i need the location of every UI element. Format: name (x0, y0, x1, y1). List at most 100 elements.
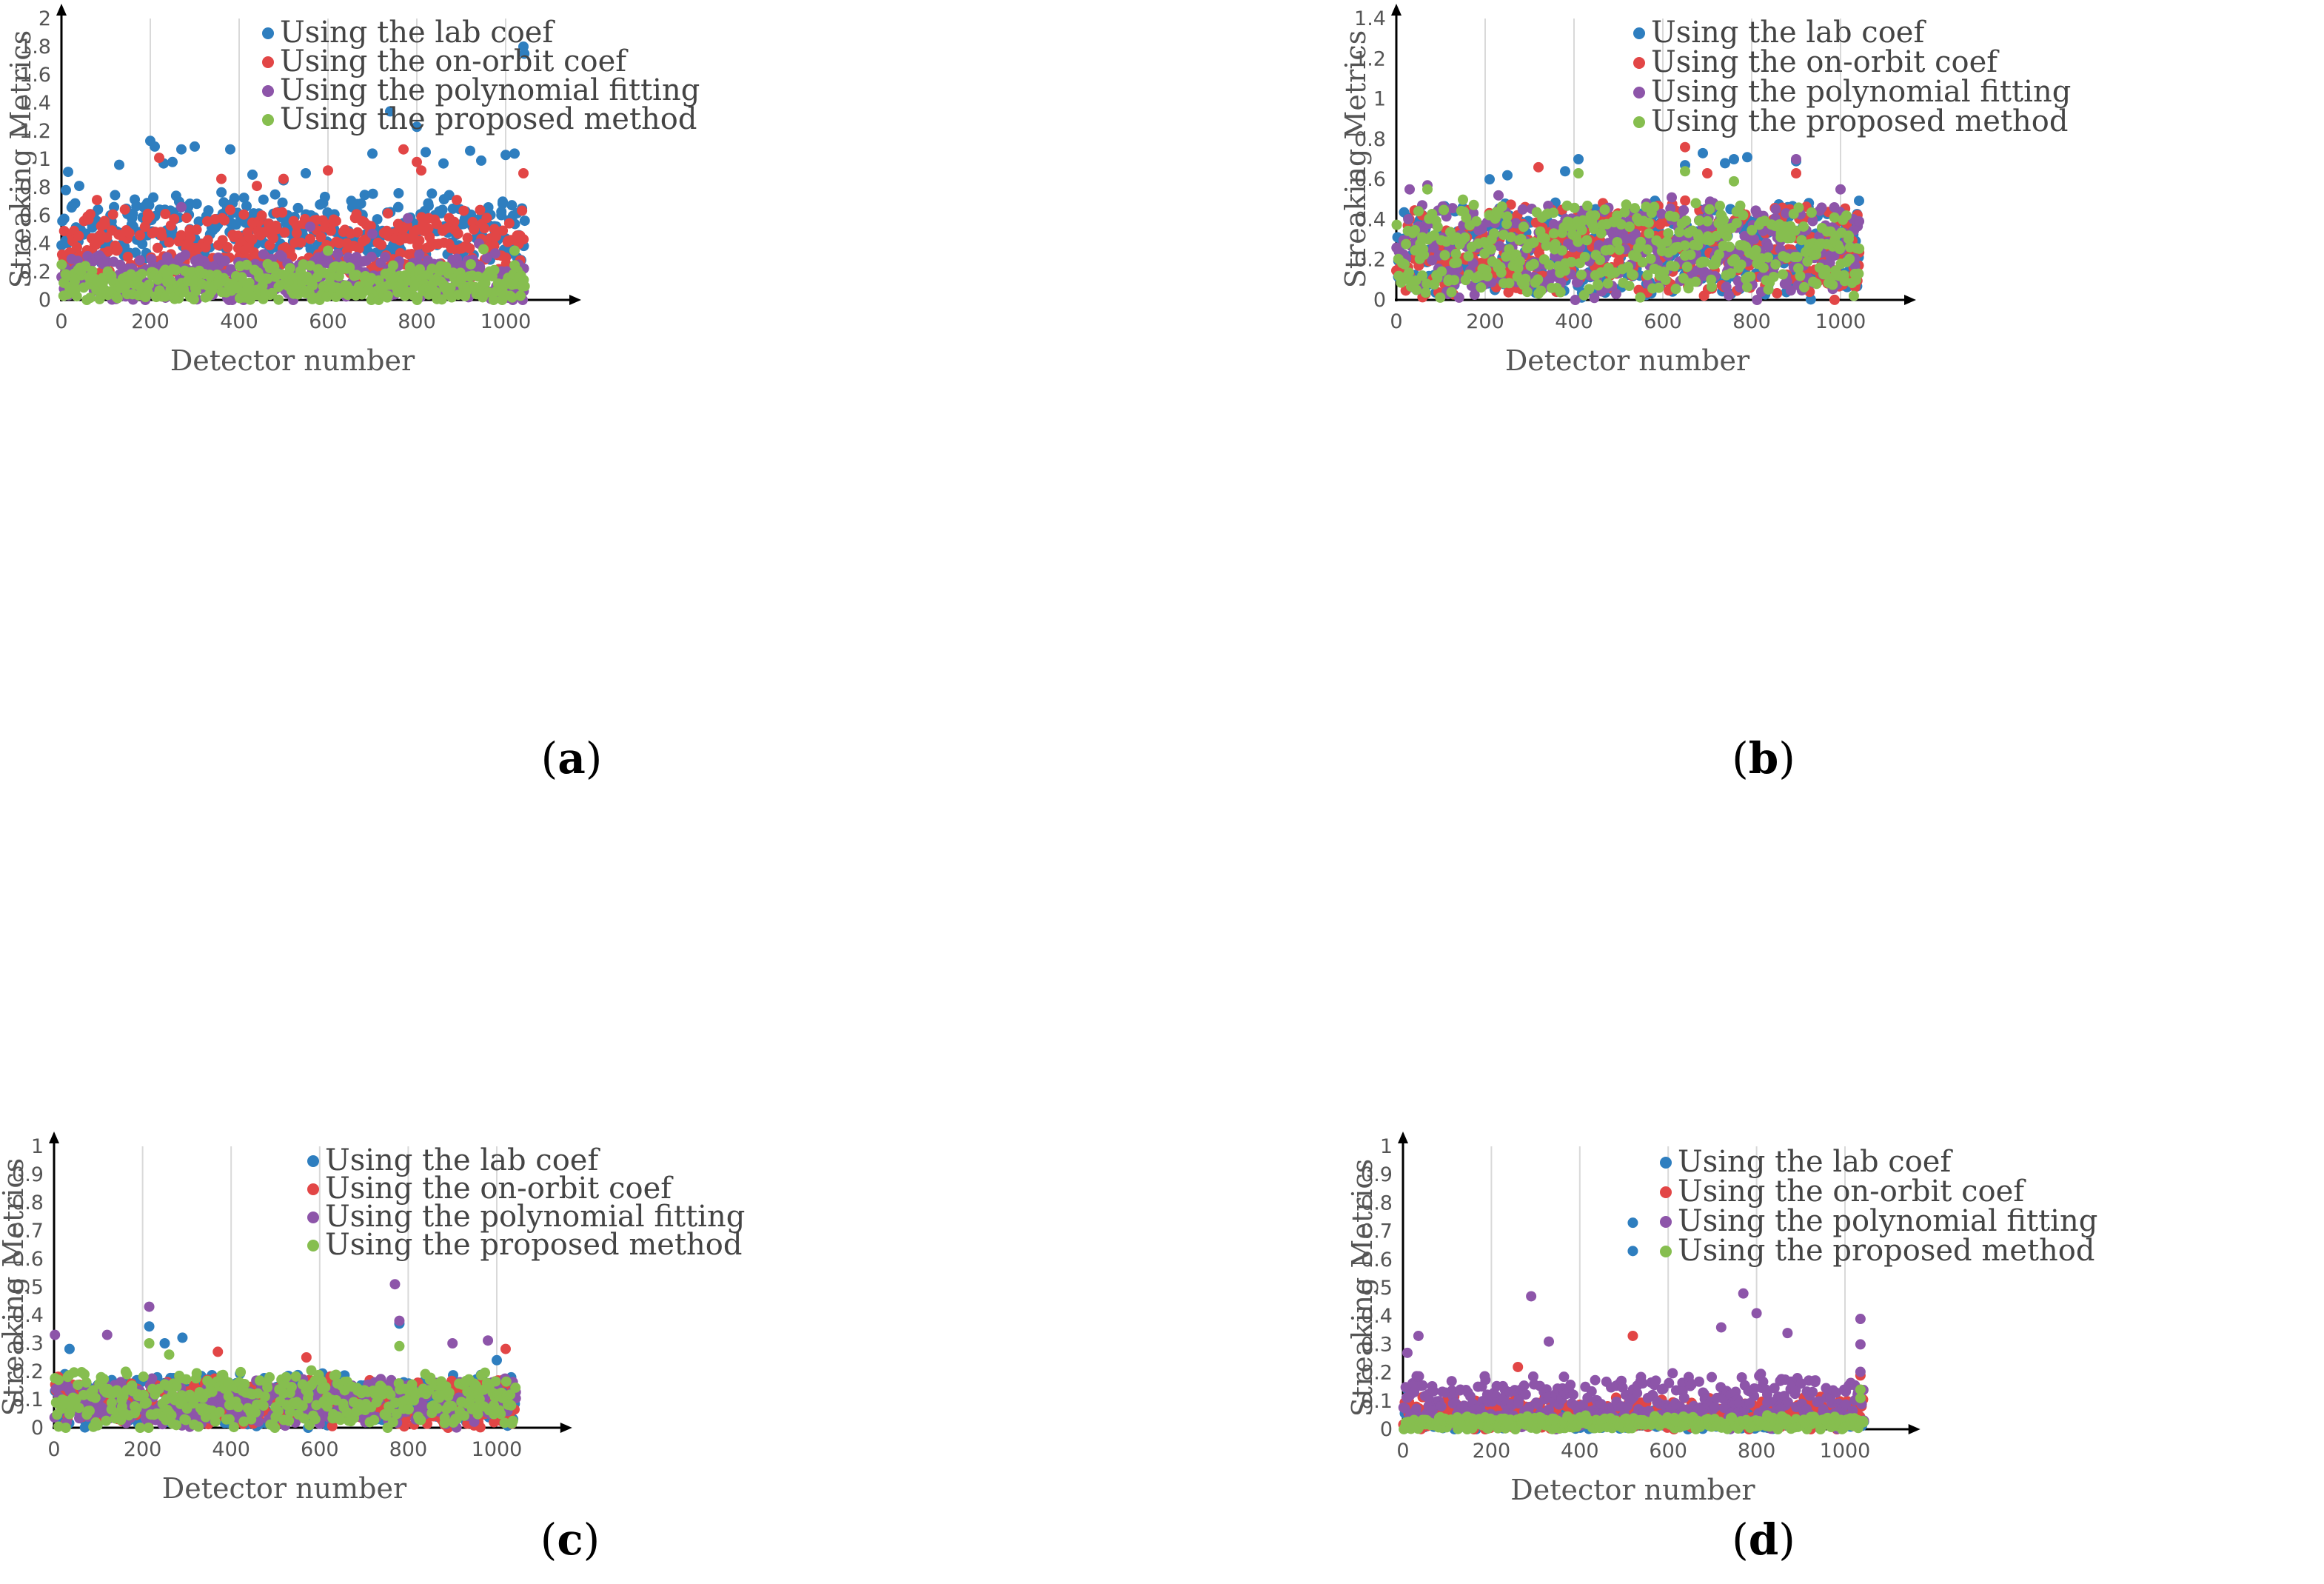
plot-area: 00.10.20.30.40.50.60.70.80.910 200 400 600 8… (0, 1132, 572, 1505)
legend-marker-proposed (262, 114, 274, 126)
data-point (392, 201, 403, 213)
data-point (171, 1381, 182, 1392)
outlier-point (216, 173, 227, 184)
x-tick-label: 600 (309, 310, 347, 333)
data-point (1595, 228, 1607, 239)
legend-label: Using the lab coef (325, 1143, 600, 1177)
data-point (506, 292, 518, 303)
data-point (1578, 215, 1589, 226)
y-tick-label: 0 (38, 289, 51, 312)
outlier-point (1729, 154, 1739, 164)
data-point (1581, 235, 1593, 246)
data-point (277, 207, 288, 218)
data-point (180, 250, 191, 261)
data-point (1811, 278, 1822, 290)
data-point (269, 189, 281, 200)
data-point (219, 255, 230, 267)
data-point (268, 233, 279, 244)
data-point (1829, 212, 1840, 223)
data-point (239, 1378, 250, 1389)
data-point (1505, 199, 1516, 210)
data-point (1816, 202, 1827, 213)
data-point (1599, 204, 1610, 215)
y-tick-label: 0.8 (12, 1192, 44, 1214)
chart-panel-c: 0 0.1 0.2 0.3 0.4 0.5 0.6 0.7 0.8 0.9 1 0 200 400 600 8… (0, 792, 1162, 1584)
data-point (307, 280, 318, 291)
legend-label: Using the proposed method (325, 1228, 742, 1262)
outlier-point (394, 1340, 405, 1351)
data-point (498, 225, 509, 236)
data-point (1669, 261, 1680, 272)
data-point (297, 1400, 308, 1411)
data-point (90, 1392, 101, 1403)
data-point (1854, 243, 1865, 254)
data-point (147, 1373, 158, 1384)
data-point (201, 261, 212, 272)
data-point (1660, 274, 1671, 285)
y-tick-label: 0.6 (19, 204, 51, 227)
legend-label: Using the on-orbit coef (280, 44, 629, 78)
data-point (1413, 206, 1424, 217)
data-point (1404, 267, 1415, 278)
data-point (1649, 201, 1660, 213)
data-point (1602, 278, 1613, 289)
data-point (292, 202, 304, 213)
data-point (465, 258, 476, 270)
data-point (193, 216, 204, 227)
data-point (1615, 218, 1627, 230)
y-axis-arrow-icon (56, 4, 67, 16)
y-tick-label: 1 (1373, 88, 1386, 111)
data-point (1517, 204, 1528, 215)
data-point (148, 192, 159, 203)
data-point (98, 1374, 110, 1385)
data-point (1505, 232, 1516, 243)
panel-caption-c: (c) (540, 1514, 600, 1565)
data-point (1579, 251, 1590, 262)
data-point (238, 209, 250, 220)
data-point (224, 1414, 235, 1425)
data-point (1655, 208, 1667, 219)
data-point (1459, 232, 1470, 243)
data-point (519, 215, 530, 227)
outlier-point (144, 1301, 155, 1312)
x-tick-label: 200 (131, 310, 170, 333)
data-point (372, 214, 383, 225)
data-point (1706, 274, 1717, 285)
legend-marker-lab (1633, 27, 1645, 39)
outlier-point (483, 1335, 494, 1346)
data-point (1635, 292, 1646, 303)
data-point (393, 187, 404, 198)
outlier-point (190, 141, 200, 152)
data-point (1476, 282, 1487, 293)
data-point (1674, 227, 1685, 238)
outlier-point (74, 181, 84, 192)
data-point (1584, 284, 1595, 295)
data-point (181, 213, 192, 224)
data-point (1447, 203, 1458, 214)
data-point (141, 1397, 153, 1408)
data-point (1806, 207, 1817, 218)
data-point (1576, 224, 1587, 235)
outlier-point (394, 1315, 405, 1326)
outlier-point (301, 1352, 312, 1363)
data-point (143, 1423, 154, 1433)
data-point (436, 294, 447, 305)
data-point (1768, 271, 1779, 282)
outlier-point (416, 165, 426, 176)
series-proposed (56, 244, 530, 305)
y-tick-label: 0.2 (12, 1360, 44, 1383)
data-point (1614, 244, 1625, 255)
data-point (387, 260, 398, 271)
data-point (1501, 211, 1513, 222)
data-point (1496, 201, 1507, 212)
data-point (185, 233, 196, 244)
y-tick-label: 0.8 (1354, 128, 1386, 151)
data-point (1694, 215, 1705, 226)
data-point (1661, 236, 1672, 247)
legend-marker-poly (307, 1212, 319, 1223)
legend-marker-proposed (1633, 116, 1645, 128)
y-axis-arrow-icon (49, 1132, 59, 1143)
data-point (341, 1406, 352, 1417)
data-point (1802, 256, 1813, 267)
data-point (1798, 221, 1809, 232)
